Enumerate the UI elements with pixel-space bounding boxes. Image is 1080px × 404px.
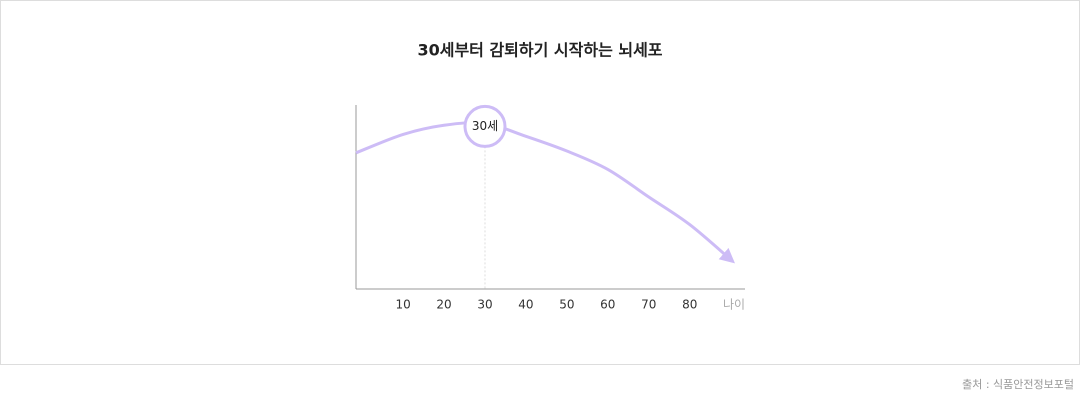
x-axis-label: 나이 [723,298,745,312]
x-tick-label: 70 [641,298,656,312]
x-tick-label: 30 [477,298,492,312]
x-tick-label: 80 [682,298,697,312]
x-tick-label: 20 [436,298,451,312]
x-tick-label: 10 [395,298,410,312]
x-tick-label: 60 [600,298,615,312]
annotation-label: 30세 [472,119,498,133]
x-tick-label: 40 [518,298,533,312]
x-tick-label: 50 [559,298,574,312]
annotation-circle [463,104,507,148]
source: 출처 : 식품안전정보포털 [962,378,1074,391]
line [355,121,735,264]
chart-title: 30세부터 감퇴하기 시작하는 뇌세포 [417,41,662,60]
frame [0,0,1080,365]
